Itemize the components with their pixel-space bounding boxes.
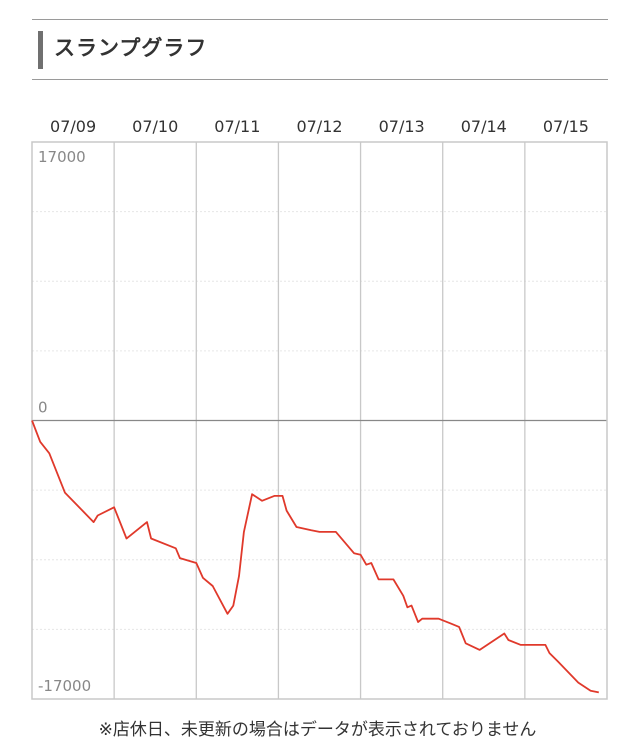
x-tick-label: 07/09 bbox=[50, 117, 96, 136]
x-tick-label: 07/13 bbox=[379, 117, 425, 136]
x-tick-label: 07/12 bbox=[296, 117, 342, 136]
x-tick-label: 07/10 bbox=[132, 117, 178, 136]
header-accent-bar bbox=[38, 31, 43, 69]
top-divider bbox=[32, 19, 608, 20]
page-title: スランプグラフ bbox=[54, 36, 208, 60]
y-value-label: -17000 bbox=[38, 677, 91, 695]
y-value-label: 0 bbox=[38, 399, 48, 417]
x-tick-label: 07/11 bbox=[214, 117, 260, 136]
series-line bbox=[31, 420, 599, 694]
section-header: スランプグラフ bbox=[32, 28, 608, 80]
slump-graph-chart: 07/09 07/10 07/11 07/12 07/13 07/14 07/15 17000… bbox=[31, 117, 608, 700]
footnote: ※店休日、未更新の場合はデータが表示されておりません bbox=[98, 720, 537, 740]
x-tick-label: 07/14 bbox=[461, 117, 507, 136]
x-tick-label: 07/15 bbox=[543, 117, 589, 136]
y-value-label: 17000 bbox=[38, 148, 86, 166]
